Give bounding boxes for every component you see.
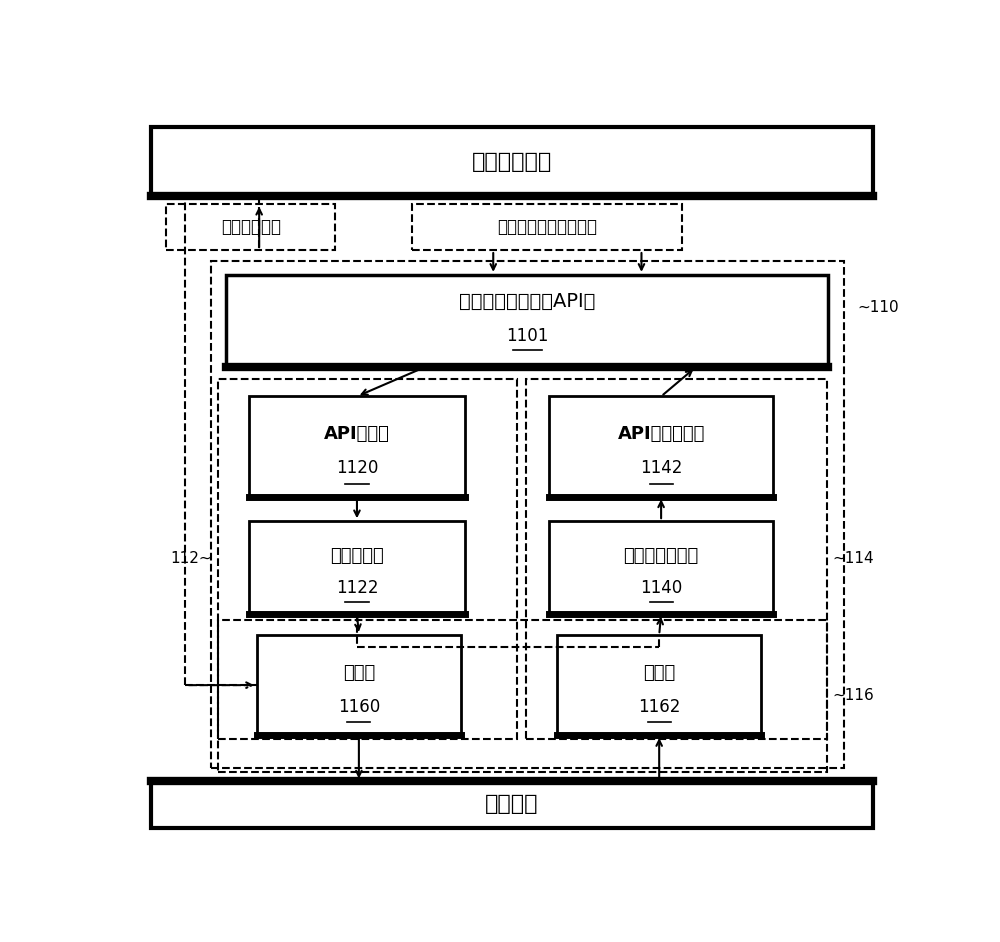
Bar [249, 521, 465, 613]
Bar [557, 635, 761, 735]
Text: 1142: 1142 [640, 460, 682, 478]
Text: 现有控制逻辑: 现有控制逻辑 [221, 218, 281, 236]
Text: 车辆控制逻辑: 车辆控制逻辑 [472, 152, 552, 171]
Text: 外部资源交互工作API组: 外部资源交互工作API组 [459, 292, 595, 311]
Text: 1120: 1120 [336, 460, 378, 478]
Text: 外部交互工作控制逻辑: 外部交互工作控制逻辑 [497, 218, 597, 236]
Bar [549, 397, 773, 496]
Text: 消息生成部: 消息生成部 [330, 547, 384, 565]
Text: API响应生成部: API响应生成部 [617, 426, 705, 444]
Text: 1101: 1101 [506, 327, 548, 346]
Bar [211, 261, 844, 768]
Text: 1140: 1140 [640, 578, 682, 596]
Text: API分析部: API分析部 [324, 426, 390, 444]
Bar [218, 379, 517, 739]
Text: 112~: 112~ [171, 551, 212, 566]
Text: 1162: 1162 [638, 698, 680, 716]
Bar [257, 635, 461, 735]
Bar [218, 620, 827, 772]
Text: ~114: ~114 [833, 551, 874, 566]
Bar [151, 782, 873, 828]
Bar [412, 203, 682, 250]
Bar [249, 397, 465, 496]
Text: 外部信息分析部: 外部信息分析部 [623, 547, 699, 565]
Text: 1122: 1122 [336, 578, 378, 596]
Text: 车辆网络: 车辆网络 [485, 794, 538, 815]
Bar [549, 521, 773, 613]
Bar [166, 203, 335, 250]
Text: 1160: 1160 [338, 698, 380, 716]
Bar [226, 275, 828, 367]
Text: 发送部: 发送部 [343, 664, 375, 682]
Text: ~116: ~116 [833, 689, 875, 704]
Text: 接收部: 接收部 [643, 664, 675, 682]
Text: ~110: ~110 [857, 300, 899, 315]
Bar [526, 379, 827, 739]
Bar [151, 127, 873, 196]
